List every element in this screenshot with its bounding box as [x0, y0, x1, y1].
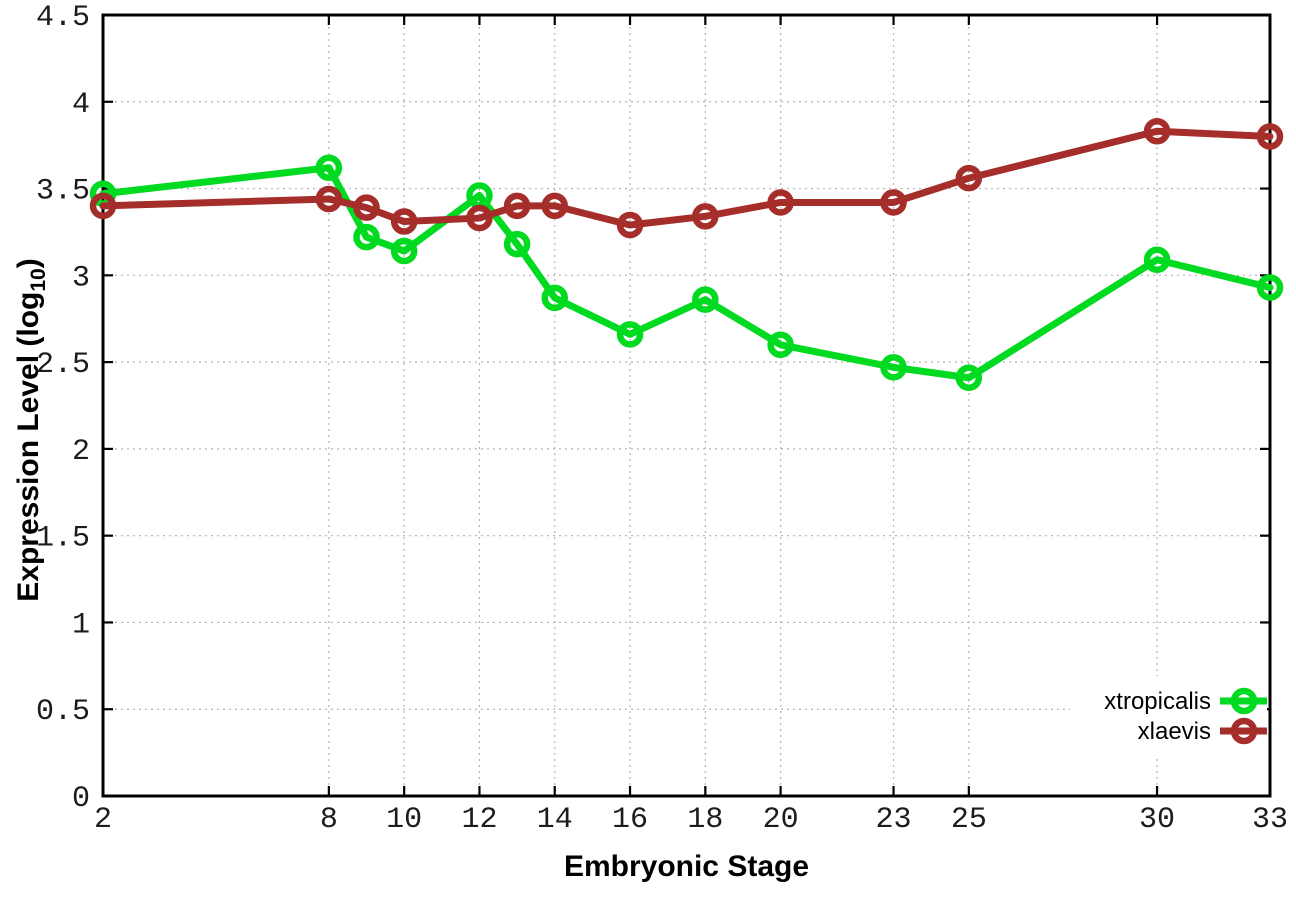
y-axis-title-main: Expression Level (log: [12, 292, 45, 602]
data-point-xlaevis: [353, 194, 380, 221]
x-tick-label: 10: [386, 803, 422, 837]
legend-marker-sample: [1230, 717, 1258, 745]
data-point-xlaevis: [541, 192, 568, 220]
data-point-xtropicalis: [503, 230, 531, 258]
data-point-xtropicalis: [767, 331, 794, 359]
data-point-xlaevis: [466, 204, 493, 232]
data-point-xlaevis: [767, 189, 794, 216]
series-line-xlaevis: [99, 127, 1274, 229]
legend-item-xtropicalis: xtropicalis: [1104, 687, 1267, 715]
data-point-xlaevis: [955, 164, 983, 192]
data-point-xtropicalis: [616, 321, 644, 348]
data-point-xlaevis: [89, 192, 117, 220]
x-axis-title: Embryonic Stage: [564, 850, 809, 883]
x-tick-label: 12: [461, 803, 497, 837]
y-tick-label: 3.5: [36, 175, 90, 209]
data-point-xlaevis: [390, 208, 418, 235]
data-point-xlaevis: [616, 211, 644, 239]
data-point-xlaevis: [1256, 123, 1284, 150]
series-xtropicalis: [89, 154, 1284, 391]
data-point-xtropicalis: [315, 154, 343, 181]
y-tick-label: 3: [72, 261, 90, 295]
x-tick-labels: 2 8 10 12 14 16 18 20 23 25 30 33: [94, 803, 1288, 837]
y-tick-label: 0.5: [36, 695, 90, 729]
data-point-xtropicalis: [880, 354, 907, 381]
data-point-xtropicalis: [955, 364, 983, 391]
series-xlaevis: [89, 118, 1284, 239]
y-tick-labels: 0 0.5 1 1.5 2 2.5 3 3.5 4 4.5: [36, 1, 90, 816]
y-axis-title-end: ): [12, 258, 45, 268]
y-tick-label: 4: [72, 88, 90, 122]
data-point-xtropicalis: [353, 223, 380, 251]
x-tick-label: 18: [687, 803, 723, 837]
plot-border: [101, 13, 1272, 798]
x-tick-label: 25: [951, 803, 987, 837]
y-tick-label: 1: [72, 608, 90, 642]
y-tick-label: 0: [72, 782, 90, 816]
y-tick-label: 2.5: [36, 348, 90, 382]
data-point-xtropicalis: [692, 286, 719, 313]
legend-label-xtropicalis: xtropicalis: [1104, 688, 1211, 715]
y-tick-label: 1.5: [36, 522, 90, 556]
data-point-xlaevis: [315, 185, 343, 213]
legend-marker-sample: [1230, 687, 1258, 715]
y-axis-title-subscript: 10: [27, 268, 50, 291]
data-point-xtropicalis: [1143, 246, 1171, 273]
x-tick-label: 33: [1252, 803, 1288, 837]
legend-background: [1070, 676, 1267, 758]
x-tick-label: 23: [876, 803, 912, 837]
data-point-xtropicalis: [1256, 274, 1284, 301]
data-point-xlaevis: [1143, 118, 1171, 145]
x-tick-label: 8: [320, 803, 338, 837]
data-point-xlaevis: [692, 203, 719, 230]
x-tick-label: 16: [612, 803, 648, 837]
y-tick-label: 4.5: [36, 1, 90, 35]
legend: xtropicalis xlaevis: [1070, 676, 1267, 758]
data-point-xlaevis: [503, 192, 531, 220]
legend-label-xlaevis: xlaevis: [1138, 718, 1211, 745]
x-tick-label: 14: [537, 803, 573, 837]
y-axis-title: Expression Level (log10): [12, 258, 50, 601]
data-point-xtropicalis: [390, 237, 418, 265]
data-point-xlaevis: [880, 189, 907, 216]
x-tick-label: 2: [94, 803, 112, 837]
y-tick-label: 2: [72, 435, 90, 469]
legend-item-xlaevis: xlaevis: [1138, 717, 1267, 745]
x-tick-label: 20: [763, 803, 799, 837]
x-tick-label: 30: [1139, 803, 1175, 837]
data-point-xtropicalis: [541, 284, 568, 312]
